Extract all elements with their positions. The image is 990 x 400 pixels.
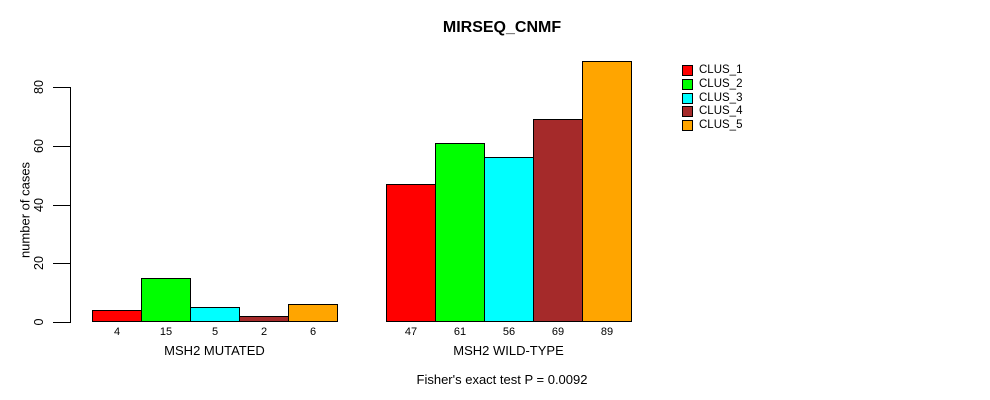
- bar-clus_3-group1: [190, 307, 240, 322]
- legend-swatch-icon: [682, 65, 693, 77]
- bar-value-label-clus_3-group2: 56: [502, 326, 516, 338]
- y-axis-tick-label-0: 0: [32, 318, 46, 326]
- legend: CLUS_1 CLUS_2 CLUS_3 CLUS_4 CLUS_5: [682, 64, 742, 132]
- bar-value-label-clus_2-group1: 15: [159, 326, 173, 338]
- legend-label: CLUS_5: [699, 119, 743, 132]
- legend-item-clus_3: CLUS_3: [682, 91, 742, 105]
- bar-value-label-clus_4-group1: 2: [260, 326, 268, 338]
- chart-title: MIRSEQ_CNMF: [442, 19, 562, 36]
- y-axis-tick-60: [53, 145, 71, 147]
- bar-clus_5-group1: [288, 304, 338, 322]
- bar-value-label-clus_1-group1: 4: [113, 326, 121, 338]
- legend-label: CLUS_4: [699, 105, 743, 118]
- legend-item-clus_5: CLUS_5: [682, 119, 742, 133]
- x-axis-group-label-1: MSH2 MUTATED: [164, 343, 265, 358]
- y-axis-tick-40: [53, 204, 71, 206]
- legend-swatch-icon: [682, 79, 693, 91]
- bar-clus_5-group2: [582, 61, 632, 322]
- legend-item-clus_4: CLUS_4: [682, 105, 742, 119]
- y-axis-tick-label-80: 80: [32, 80, 46, 94]
- legend-label: CLUS_1: [699, 64, 743, 77]
- legend-swatch-icon: [682, 92, 693, 104]
- bar-clus_3-group2: [484, 157, 534, 322]
- bar-clus_4-group1: [239, 316, 289, 322]
- legend-label: CLUS_3: [699, 91, 743, 104]
- y-axis-tick-label-20: 20: [32, 256, 46, 271]
- bar-value-label-clus_3-group1: 5: [211, 326, 219, 338]
- y-axis-tick-label-60: 60: [32, 138, 46, 153]
- legend-label: CLUS_2: [699, 78, 743, 91]
- legend-swatch-icon: [682, 120, 693, 132]
- y-axis-tick-label-40: 40: [32, 197, 46, 212]
- bar-clus_2-group1: [141, 278, 191, 322]
- bar-value-label-clus_1-group2: 47: [404, 326, 418, 338]
- caption: Fisher's exact test P = 0.0092: [416, 372, 588, 387]
- bar-value-label-clus_5-group1: 6: [309, 326, 317, 338]
- bar-value-label-clus_2-group2: 61: [453, 326, 467, 338]
- legend-swatch-icon: [682, 106, 693, 118]
- x-axis-group-label-2: MSH2 WILD-TYPE: [453, 343, 564, 358]
- legend-item-clus_2: CLUS_2: [682, 78, 742, 92]
- y-axis-tick-20: [53, 263, 71, 265]
- bar-clus_1-group2: [386, 184, 436, 322]
- y-axis-tick-0: [53, 322, 71, 323]
- bar-clus_4-group2: [533, 119, 583, 322]
- bar-clus_2-group2: [435, 143, 485, 322]
- bar-value-label-clus_5-group2: 89: [600, 326, 614, 338]
- bar-clus_1-group1: [92, 310, 142, 322]
- bar-value-label-clus_4-group2: 69: [551, 326, 565, 338]
- y-axis-tick-80: [53, 87, 71, 88]
- legend-item-clus_1: CLUS_1: [682, 64, 742, 78]
